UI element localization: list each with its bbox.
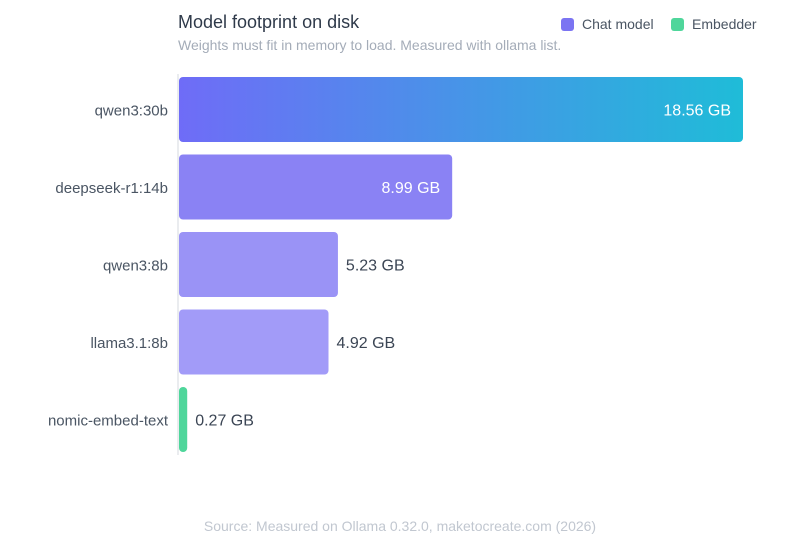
source-note: Source: Measured on Ollama 0.32.0, maket… [203, 518, 597, 534]
category-label: llama3.1:8b [90, 335, 168, 352]
bar-deepseek-r1-14b [179, 154, 453, 220]
value-label: 8.99 GB [381, 180, 440, 197]
category-label: nomic-embed-text [48, 413, 169, 430]
chart-subtitle: Weights must fit in memory to load. Meas… [178, 37, 562, 53]
legend-item-embedder: Embedder [671, 16, 757, 32]
legend-label-embedder: Embedder [692, 16, 757, 32]
category-label: qwen3:30b [95, 103, 168, 120]
chart-title: Model footprint on disk [178, 12, 360, 32]
value-label: 4.92 GB [337, 335, 396, 352]
bar-qwen3-8b [179, 232, 338, 297]
bar-qwen3-30b [179, 77, 743, 142]
bar-llama3-1-8b [179, 309, 329, 375]
legend-swatch-embedder [671, 17, 684, 31]
value-label: 0.27 GB [195, 413, 254, 430]
legend-item-chat-model: Chat model [561, 16, 654, 32]
value-label: 18.56 GB [663, 103, 731, 120]
legend-swatch-chat-model [561, 17, 574, 31]
value-label: 5.23 GB [346, 258, 405, 275]
legend-label-chat-model: Chat model [582, 16, 654, 32]
bar-nomic-embed-text [179, 387, 188, 452]
category-label: deepseek-r1:14b [55, 180, 168, 197]
category-label: qwen3:8b [103, 258, 168, 275]
